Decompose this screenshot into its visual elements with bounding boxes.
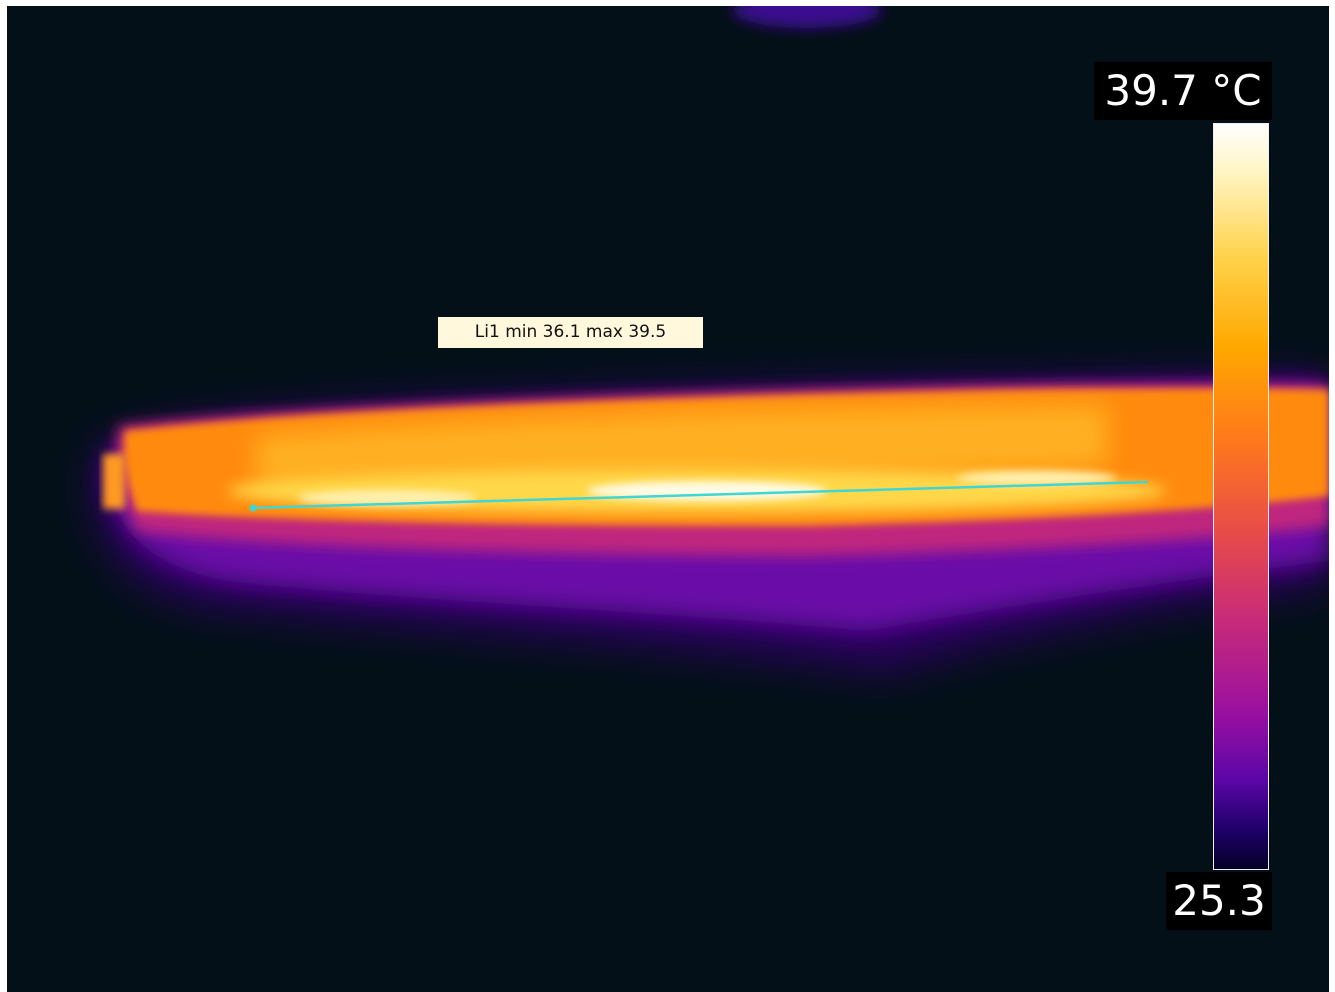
measurement-label: Li1 min 36.1 max 39.5 bbox=[438, 317, 703, 348]
top-warm-spot bbox=[732, 6, 882, 28]
object-left-edge bbox=[103, 454, 125, 509]
thermal-scene bbox=[95, 6, 1329, 671]
measurement-line-start-handle[interactable] bbox=[249, 504, 257, 512]
measurement-line[interactable] bbox=[249, 480, 1149, 510]
object-upper-warm bbox=[257, 406, 1107, 491]
color-scale-bar bbox=[1213, 123, 1269, 870]
scale-min-label: 25.3 bbox=[1166, 872, 1272, 930]
thermal-image bbox=[7, 6, 1329, 992]
object-hot-spot-right bbox=[957, 471, 1117, 485]
scale-max-label: 39.7 °C bbox=[1094, 62, 1272, 120]
